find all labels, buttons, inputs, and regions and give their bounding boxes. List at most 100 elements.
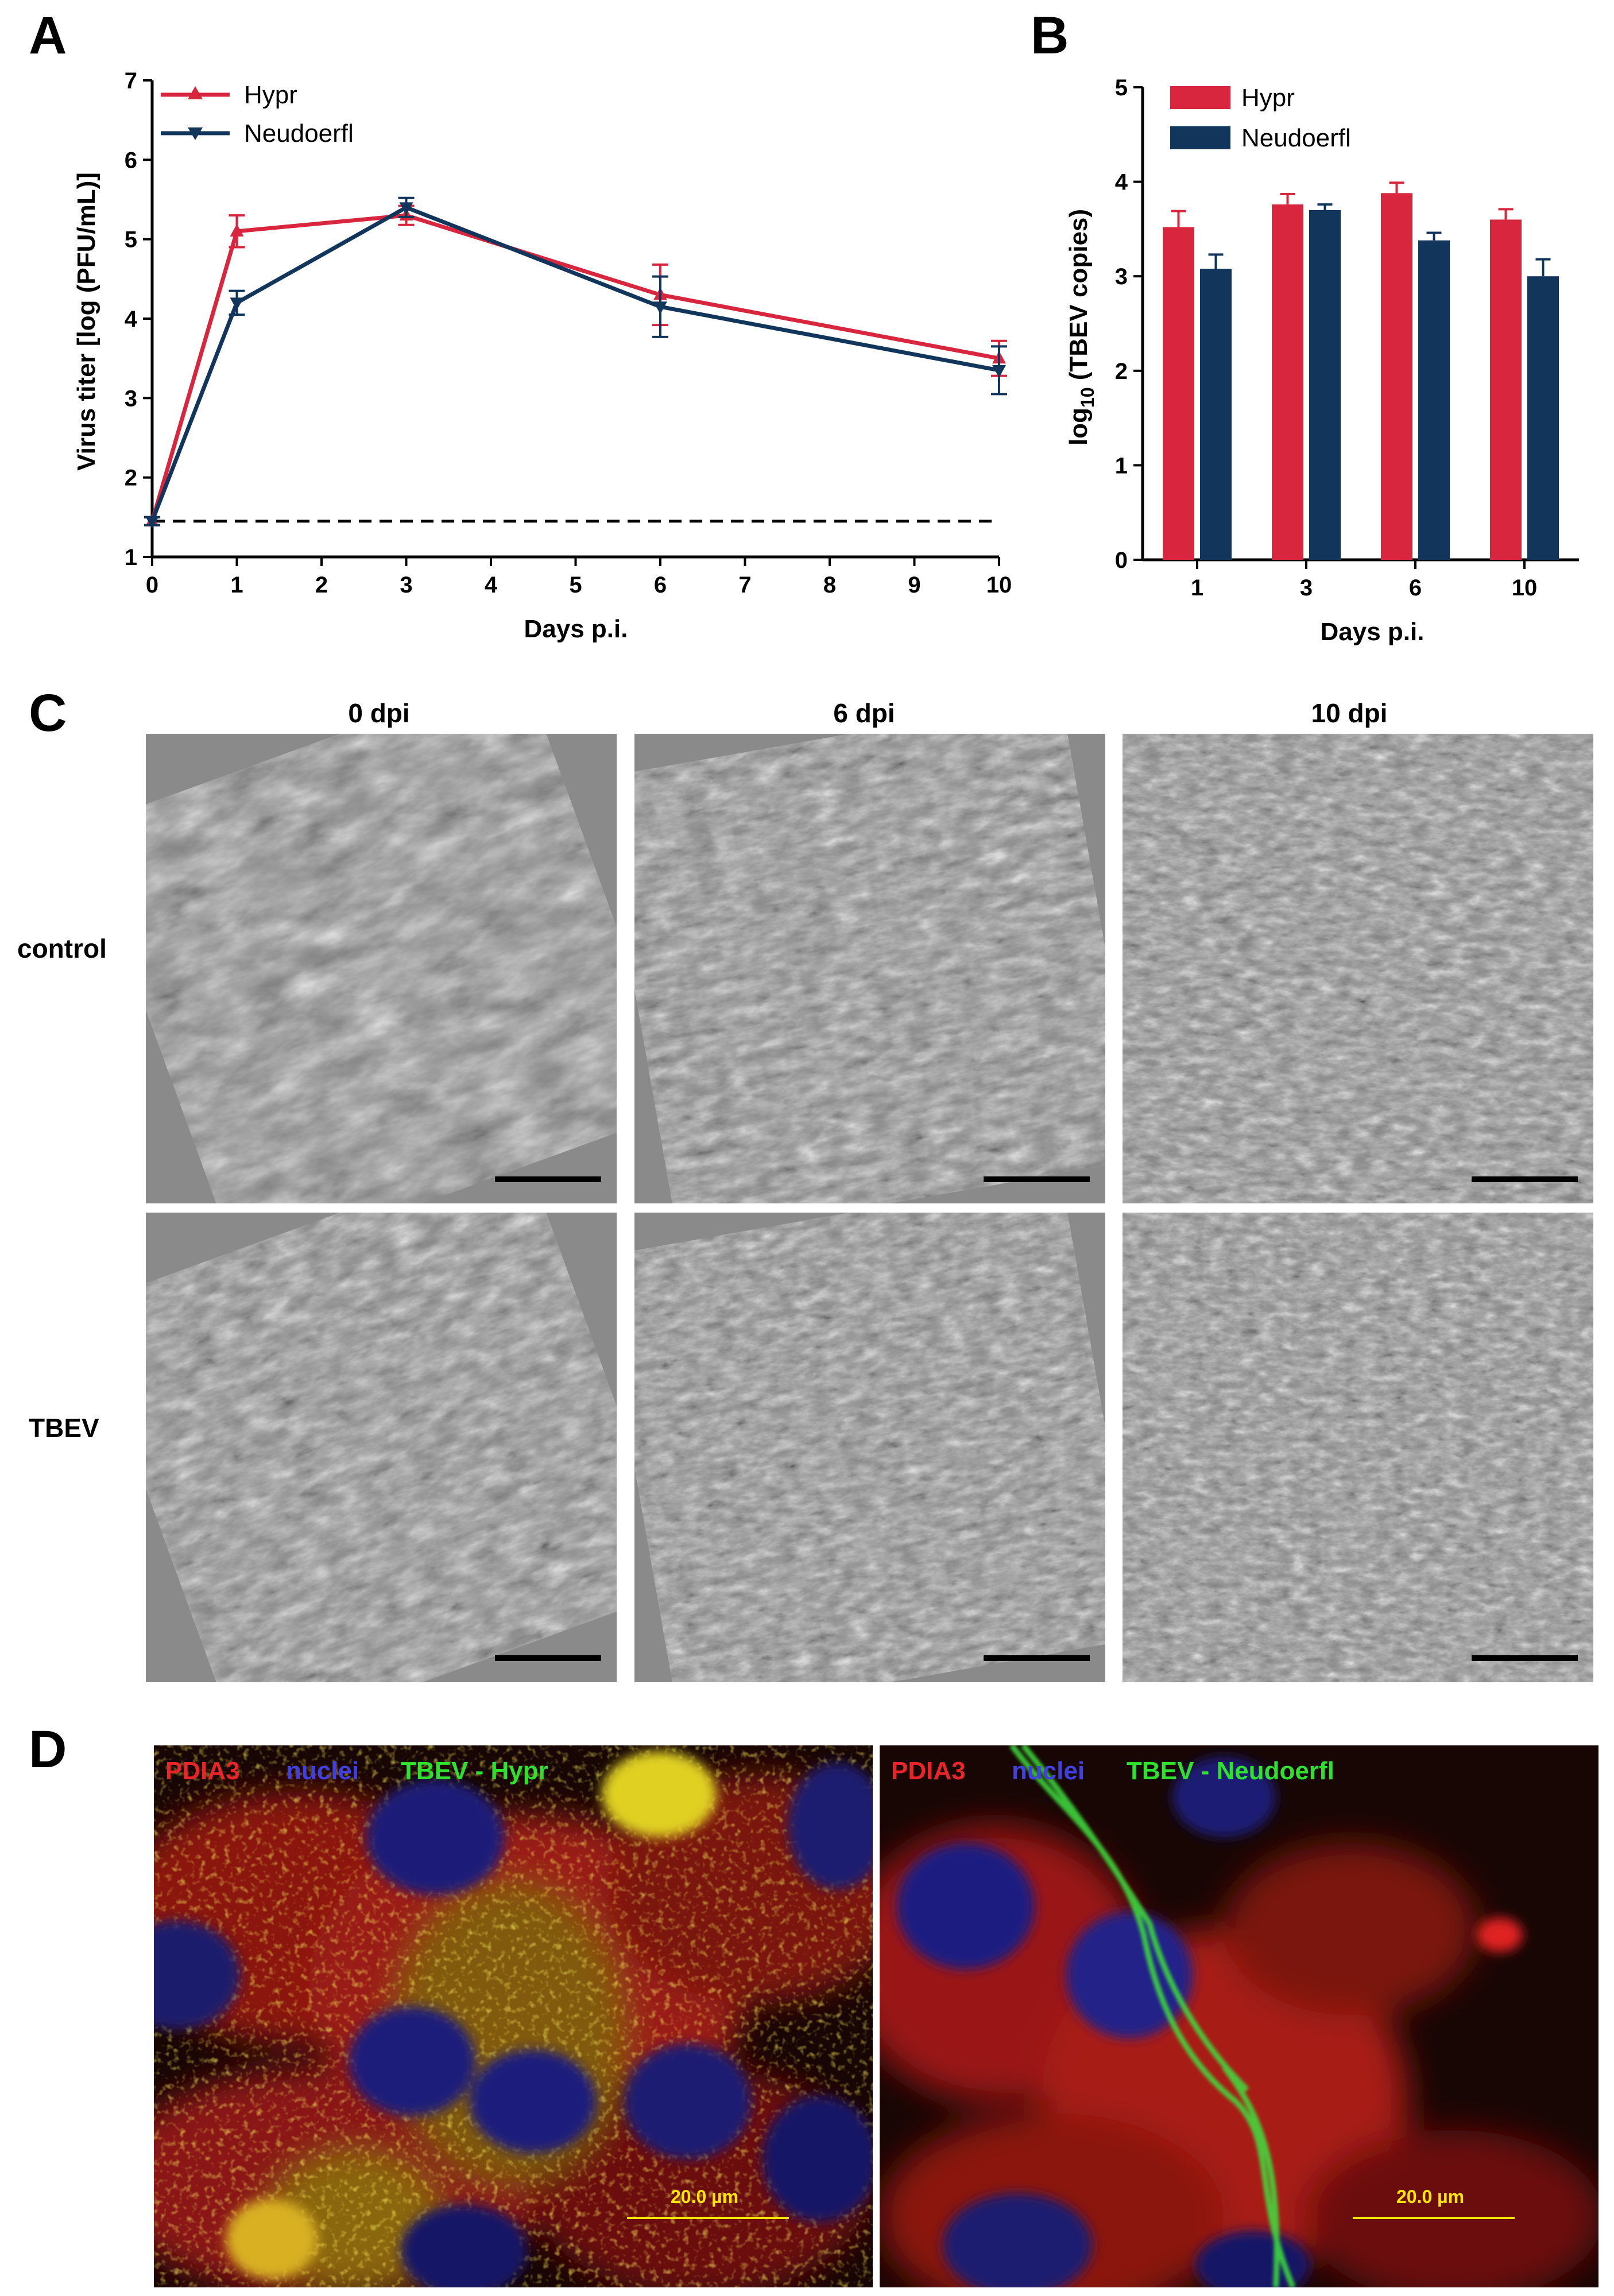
fluorescence-image-neudoerfl: PDIA3 nuclei TBEV - Neudoerfl 20.0 µm [880, 1745, 1598, 2287]
bar-hypr [1163, 227, 1194, 560]
data-point [230, 223, 244, 237]
bar-neudoerfl [1200, 269, 1232, 560]
micrograph-control-0dpi [146, 734, 617, 1203]
label-pdia3-hypr: PDIA3 [165, 1757, 240, 1785]
micrograph-tbev-6dpi [634, 1213, 1105, 1682]
micrograph-tbev-0dpi [146, 1213, 617, 1682]
series-line [150, 213, 1000, 522]
data-point [653, 301, 667, 315]
x-tick-label: 3 [400, 572, 412, 598]
micrograph-control-6dpi [634, 734, 1105, 1203]
x-tick-label: 10 [1512, 575, 1538, 601]
legend-label-neudoerfl: Neudoerfl [244, 119, 354, 148]
row-label-tbev: TBEV [29, 1413, 99, 1443]
legend-swatch-neudoerfl [1170, 126, 1230, 149]
y-tick-label: 5 [125, 227, 137, 253]
column-label-10dpi: 10 dpi [1311, 698, 1388, 728]
legend-label-hypr: Hypr [1241, 84, 1295, 112]
x-tick-label: 3 [1300, 575, 1313, 601]
data-point [145, 516, 159, 529]
y-axis-label-subscript: 10 [1077, 387, 1098, 408]
micrograph-texture [634, 734, 1105, 1203]
bar-chart-ticks: 0 1 2 3 4 5 1 3 6 10 [1115, 75, 1538, 601]
y-tick-label: 6 [125, 148, 137, 173]
fluorescence-neudoerfl-art [880, 1745, 1598, 2287]
panel-letter-a: A [29, 6, 67, 65]
y-axis-label-rest: (TBEV copies) [1065, 209, 1093, 388]
y-tick-label: 2 [1115, 359, 1128, 384]
x-tick-label: 9 [908, 572, 920, 598]
scale-bar-label-hypr: 20.0 µm [671, 2186, 739, 2207]
x-axis-label: Days p.i. [524, 615, 628, 643]
line-chart-series [144, 196, 1007, 529]
x-tick-label: 4 [485, 572, 498, 598]
micrograph-texture [1123, 734, 1593, 1203]
x-tick-label: 1 [1191, 575, 1203, 601]
x-tick-label: 5 [569, 572, 582, 598]
micrograph-tbev-10dpi [1123, 1213, 1593, 1682]
y-axis-label-log: log [1065, 408, 1093, 446]
bar-chart-bars [1163, 181, 1559, 560]
x-tick-label: 1 [230, 572, 243, 598]
label-tbev-hypr: TBEV - Hypr [401, 1757, 548, 1785]
y-axis-label: Virus titer [log (PFU/mL)] [72, 172, 100, 471]
y-tick-label: 3 [125, 386, 137, 411]
y-tick-label: 2 [125, 466, 137, 491]
panel-letter-c: C [29, 684, 67, 742]
y-tick-label: 5 [1115, 75, 1128, 100]
micrograph-texture [1123, 1213, 1593, 1682]
fluorescence-image-hypr: PDIA3 nuclei TBEV - Hypr 20.0 µm [154, 1745, 873, 2287]
label-nuclei-neudoerfl: nuclei [1012, 1757, 1085, 1785]
y-tick-label: 3 [1115, 264, 1128, 289]
panel-letter-d: D [29, 1720, 67, 1779]
legend-label-hypr: Hypr [244, 81, 297, 109]
series-line [150, 205, 1000, 522]
column-label-6dpi: 6 dpi [833, 698, 895, 728]
bar-hypr [1381, 193, 1412, 560]
label-pdia3-neudoerfl: PDIA3 [891, 1757, 966, 1785]
line-chart-axes [150, 80, 999, 559]
legend-marker-neudoerfl [188, 127, 203, 140]
bar-neudoerfl [1527, 276, 1559, 560]
bar-chart-legend: Hypr Neudoerfl [1170, 84, 1351, 152]
line-chart-legend: Hypr Neudoerfl [161, 81, 354, 148]
y-tick-label: 1 [1115, 453, 1128, 478]
x-tick-label: 0 [146, 572, 158, 598]
bar-hypr [1490, 219, 1522, 560]
micrograph-texture [146, 1213, 617, 1682]
micrograph-control-10dpi [1123, 734, 1593, 1203]
scale-bar-label-neudoerfl: 20.0 µm [1396, 2186, 1465, 2207]
micrograph-texture [634, 1213, 1105, 1682]
y-tick-label: 1 [125, 545, 137, 570]
series-hypr [144, 204, 1007, 526]
x-axis-label: Days p.i. [1321, 618, 1425, 646]
x-tick-label: 6 [1409, 575, 1422, 601]
x-tick-label: 2 [315, 572, 328, 598]
y-tick-label: 0 [1115, 548, 1128, 573]
data-point [992, 365, 1006, 378]
micrograph-texture [146, 734, 617, 1203]
label-tbev-neudoerfl: TBEV - Neudoerfl [1127, 1757, 1334, 1785]
bar-neudoerfl [1309, 210, 1341, 560]
data-point [399, 202, 413, 215]
label-nuclei-hypr: nuclei [286, 1757, 359, 1785]
y-tick-label: 4 [1115, 170, 1128, 195]
y-tick-label: 7 [125, 68, 137, 94]
x-tick-label: 10 [986, 572, 1012, 598]
column-label-0dpi: 0 dpi [348, 698, 410, 728]
bar-neudoerfl [1418, 240, 1450, 560]
y-tick-label: 4 [125, 307, 138, 332]
row-label-control: control [17, 934, 107, 963]
bar-chart: 0 1 2 3 4 5 1 3 6 10 Hypr Neudoerfl Days p.i. log… [1065, 75, 1579, 646]
x-tick-label: 6 [654, 572, 667, 598]
x-tick-label: 8 [823, 572, 836, 598]
bar-hypr [1272, 204, 1303, 560]
y-axis-label: log10 (TBEV copies) [1065, 209, 1098, 446]
legend-marker-hypr [188, 86, 203, 99]
legend-swatch-hypr [1170, 86, 1230, 109]
panel-letter-b: B [1031, 6, 1069, 65]
series-neudoerfl [144, 196, 1007, 529]
x-tick-label: 7 [738, 572, 751, 598]
